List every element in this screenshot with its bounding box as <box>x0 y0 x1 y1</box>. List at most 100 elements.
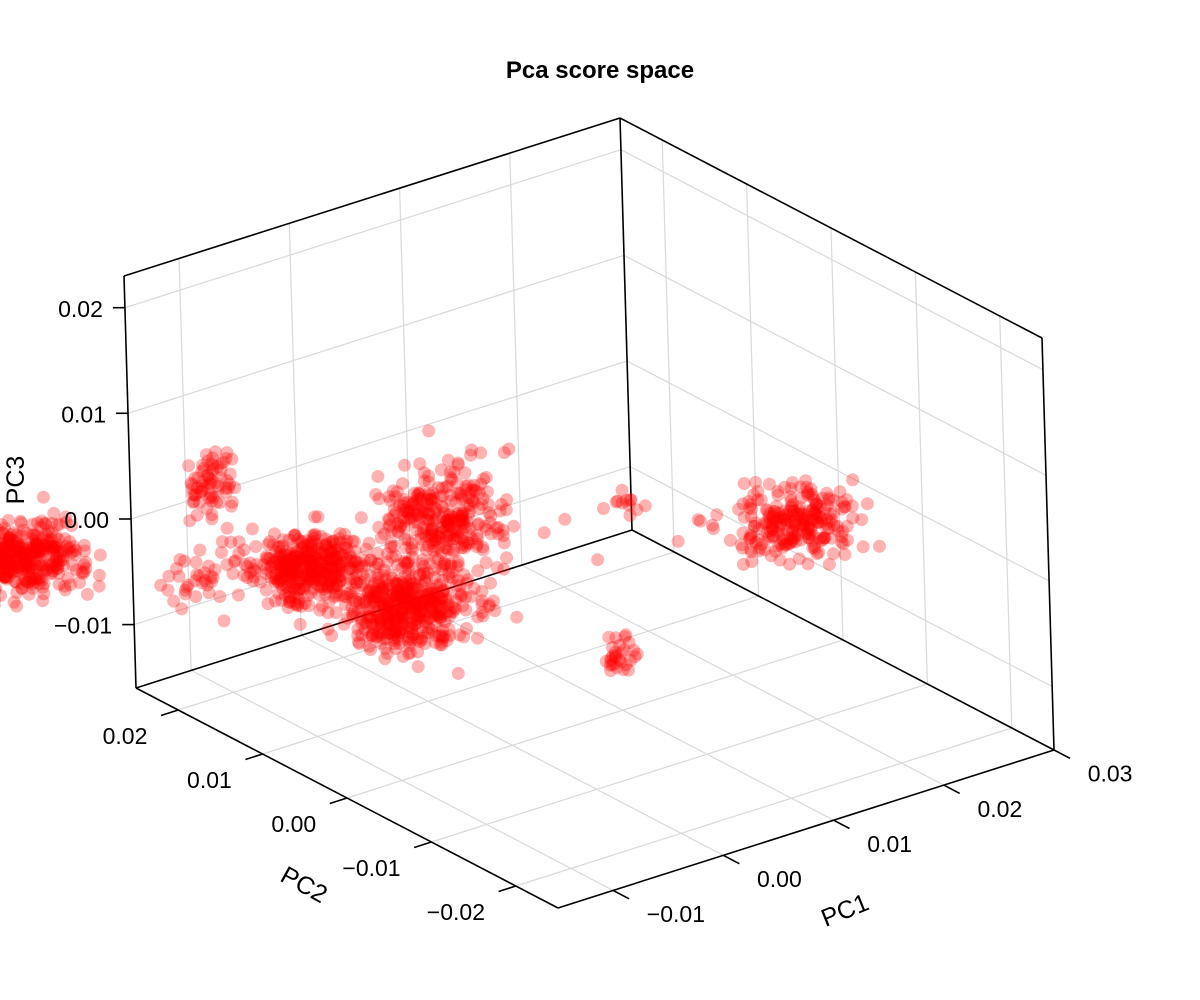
scatter-point <box>0 523 5 536</box>
scatter-point <box>22 575 35 589</box>
scatter-point <box>310 552 323 566</box>
scatter-point <box>471 610 485 624</box>
scatter-point <box>283 585 297 599</box>
scatter-point <box>421 497 435 511</box>
scatter-point <box>472 502 486 515</box>
scatter-point <box>387 509 401 523</box>
scatter-point <box>336 548 350 562</box>
scatter-point <box>827 547 840 561</box>
scatter-point <box>736 526 750 540</box>
scatter-point <box>332 546 346 560</box>
scatter-point <box>0 554 8 568</box>
scatter-point <box>410 498 423 511</box>
scatter-point <box>412 503 426 517</box>
scatter-point <box>775 527 789 541</box>
scatter-point <box>434 599 448 613</box>
scatter-point <box>343 577 357 590</box>
scatter-point <box>307 566 321 579</box>
scatter-point <box>421 599 435 613</box>
scatter-point <box>855 513 869 527</box>
scatter-point <box>361 611 375 625</box>
frame-edge <box>631 529 1055 751</box>
scatter-point <box>401 495 415 509</box>
scatter-point <box>347 535 361 549</box>
scatter-point <box>441 543 455 557</box>
scatter-point <box>318 567 332 580</box>
scatter-point <box>475 594 489 608</box>
scatter-point <box>816 533 830 547</box>
scatter-point <box>272 549 286 563</box>
scatter-point <box>375 584 389 598</box>
scatter-point <box>433 489 447 503</box>
scatter-point <box>79 561 93 575</box>
scatter-point <box>846 511 860 525</box>
scatter-point <box>206 451 220 465</box>
scatter-point <box>321 567 335 581</box>
scatter-point <box>302 599 316 613</box>
scatter-point <box>362 536 376 550</box>
scatter-point <box>288 529 302 543</box>
scatter-point <box>430 578 444 592</box>
scatter-point <box>93 548 107 562</box>
scatter-point <box>417 598 431 611</box>
scatter-point <box>385 609 399 623</box>
scatter-point <box>161 583 175 597</box>
scatter-point <box>58 579 72 593</box>
scatter-point <box>459 520 473 534</box>
scatter-point <box>15 577 29 591</box>
scatter-point <box>856 540 870 554</box>
scatter-point <box>781 524 795 538</box>
scatter-point <box>804 523 818 537</box>
scatter-point <box>483 598 497 612</box>
scatter-point <box>797 514 810 527</box>
scatter-point <box>0 561 10 575</box>
scatter-point <box>369 618 383 632</box>
scatter-point <box>295 535 309 549</box>
scatter-point <box>391 526 405 540</box>
scatter-point <box>813 500 827 513</box>
scatter-point <box>426 590 440 604</box>
scatter-point <box>811 509 825 522</box>
scatter-point <box>309 564 322 578</box>
scatter-point <box>446 605 460 619</box>
scatter-point <box>405 510 419 524</box>
scatter-point <box>299 556 313 570</box>
scatter-point <box>422 626 436 640</box>
scatter-point <box>414 527 428 541</box>
scatter-point <box>445 514 459 528</box>
scatter-point <box>26 577 39 591</box>
scatter-point <box>303 558 317 572</box>
scatter-point <box>270 552 284 566</box>
scatter-point <box>284 571 298 585</box>
back-wall-grid-line <box>134 466 631 626</box>
scatter-point <box>290 587 304 601</box>
scatter-point <box>0 570 12 584</box>
scatter-point <box>6 533 20 547</box>
scatter-point <box>622 663 635 677</box>
scatter-point <box>282 533 296 547</box>
scatter-point <box>606 649 620 663</box>
scatter-point <box>396 650 410 663</box>
scatter-point <box>39 539 53 553</box>
scatter-point <box>450 508 464 522</box>
scatter-point <box>63 535 77 549</box>
scatter-point <box>431 598 445 611</box>
scatter-point <box>0 557 14 571</box>
scatter-point <box>68 548 82 562</box>
scatter-point <box>369 488 383 501</box>
scatter-point <box>28 571 41 585</box>
scatter-point <box>440 634 454 647</box>
scatter-point <box>0 552 11 566</box>
scatter-point <box>400 585 414 599</box>
scatter-point <box>405 577 419 591</box>
scatter-point <box>347 605 361 619</box>
scatter-point <box>274 549 288 562</box>
scatter-point <box>215 546 228 559</box>
scatter-point <box>612 653 626 666</box>
scatter-point <box>363 591 377 605</box>
scatter-point <box>383 619 397 633</box>
scatter-point <box>791 508 805 522</box>
scatter-point <box>402 507 416 521</box>
scatter-point <box>470 529 484 542</box>
scatter-point <box>34 520 48 534</box>
